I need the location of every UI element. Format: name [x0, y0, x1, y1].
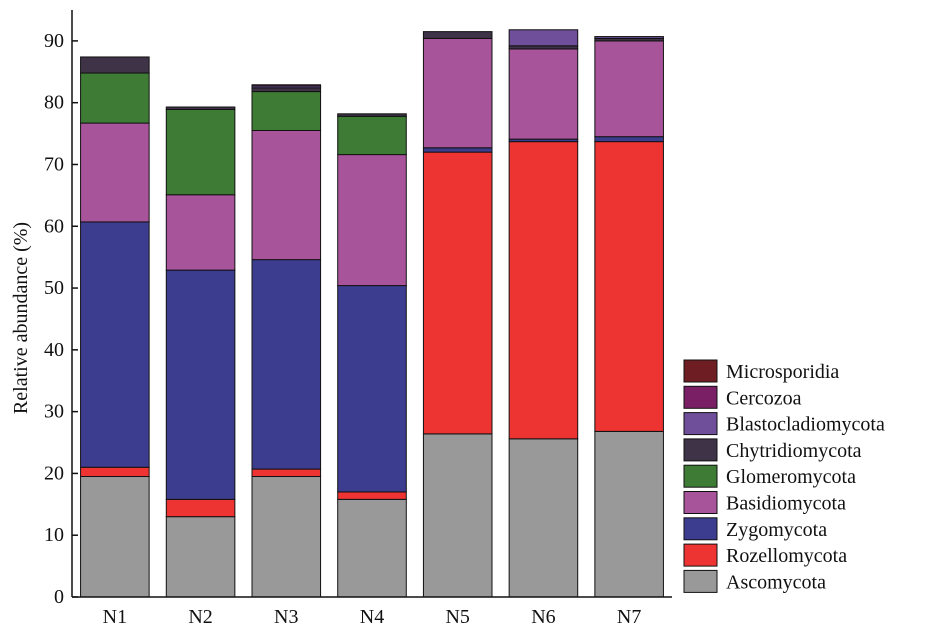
bar-segment-n2-glomeromycota: [165, 108, 236, 196]
bar-segment-n6-blastocladiomycota: [508, 29, 579, 47]
bar-segment-n2-rozellomycota: [165, 498, 236, 518]
y-tick-label: 50: [44, 277, 64, 299]
bar-segment-n3-rozellomycota: [251, 468, 322, 478]
bar-segment-n1-ascomycota: [80, 476, 150, 598]
bar-segment-n3-basidiomycota: [251, 129, 322, 261]
bar-segment-n3-chytridiomycota: [251, 87, 322, 93]
x-tick-label: N2: [188, 606, 212, 628]
legend-swatch-chytridiomycota: [683, 438, 718, 462]
y-tick-label: 80: [44, 92, 64, 114]
y-tick-label: 60: [44, 215, 64, 237]
bar-segment-n1-glomeromycota: [80, 72, 150, 124]
legend-label-cercozoa: Cercozoa: [726, 387, 802, 409]
bar-segment-n7-ascomycota: [594, 430, 664, 598]
bar-segment-n4-ascomycota: [337, 498, 407, 598]
bar-segment-n4-zygomycota: [337, 285, 407, 493]
y-tick-label: 10: [44, 524, 64, 546]
bar-segment-n6-rozellomycota: [508, 141, 579, 440]
y-tick-label: 30: [44, 401, 64, 423]
x-tick-label: N5: [445, 606, 469, 628]
bar-segment-n5-basidiomycota: [422, 37, 493, 149]
bar-segment-n4-chytridiomycota: [337, 113, 407, 117]
y-tick-label: 0: [54, 586, 64, 608]
y-axis: 0 10 20 30 40 50 60 70 80 90: [44, 10, 78, 608]
bar-segment-n2-basidiomycota: [165, 194, 236, 271]
bar-segment-n1-chytridiomycota: [80, 56, 150, 74]
bar-segment-n6-ascomycota: [508, 438, 579, 598]
y-tick-label: 70: [44, 153, 64, 175]
legend-label-zygomycota: Zygomycota: [726, 519, 827, 541]
legend-swatch-microsporidia: [683, 359, 718, 383]
bar-segment-n4-basidiomycota: [337, 154, 407, 287]
x-tick-label: N4: [360, 606, 384, 628]
bar-segment-n3-ascomycota: [251, 476, 322, 598]
x-axis: N1 N2 N3 N4 N5 N6 N7: [72, 596, 672, 628]
legend-swatch-cercozoa: [683, 385, 718, 409]
bar-segment-n5-rozellomycota: [422, 151, 493, 435]
y-tick-label: 90: [44, 30, 64, 52]
bar-segment-n7-rozellomycota: [594, 141, 664, 432]
legend: Microsporidia Cercozoa Blastocladiomycota C…: [683, 359, 885, 593]
bar-segment-n2-zygomycota: [165, 269, 236, 500]
legend-label-glomeromycota: Glomeromycota: [726, 466, 856, 488]
x-tick-label: N3: [274, 606, 298, 628]
bar-segment-n7-basidiomycota: [594, 40, 664, 138]
bar-segment-n1-rozellomycota: [80, 466, 150, 478]
legend-label-basidiomycota: Basidiomycota: [726, 493, 846, 515]
bar-segment-n5-chytridiomycota: [422, 31, 493, 39]
bar-segment-n3-cercozoa: [251, 84, 322, 87]
legend-label-rozellomycota: Rozellomycota: [726, 545, 847, 567]
bar-segment-n6-basidiomycota: [508, 48, 579, 140]
legend-label-chytridiomycota: Chytridiomycota: [726, 440, 862, 462]
x-tick-label: N7: [617, 606, 641, 628]
legend-label-microsporidia: Microsporidia: [726, 361, 839, 383]
bar-segment-n7-blastocladiomycota: [594, 36, 664, 39]
bars-group: [80, 29, 664, 598]
y-axis-label: Relative abundance (%): [10, 222, 32, 414]
legend-label-blastocladiomycota: Blastocladiomycota: [726, 414, 885, 436]
bar-segment-n2-chytridiomycota: [165, 106, 236, 110]
y-tick-label: 40: [44, 339, 64, 361]
x-tick-label: N6: [531, 606, 555, 628]
legend-label-ascomycota: Ascomycota: [726, 571, 826, 593]
bar-segment-n7-zygomycota: [594, 136, 664, 143]
legend-swatch-blastocladiomycota: [683, 412, 718, 436]
legend-swatch-zygomycota: [683, 517, 718, 541]
bar-segment-n3-glomeromycota: [251, 91, 322, 131]
bar-segment-n4-rozellomycota: [337, 491, 407, 500]
bar-segment-n5-ascomycota: [422, 433, 493, 598]
y-tick-label: 20: [44, 462, 64, 484]
legend-swatch-ascomycota: [683, 569, 718, 593]
bar-segment-n1-basidiomycota: [80, 122, 150, 223]
bar-segment-n2-ascomycota: [165, 516, 236, 598]
legend-swatch-basidiomycota: [683, 491, 718, 514]
bar-segment-n3-zygomycota: [251, 259, 322, 470]
x-tick-label: N1: [103, 606, 127, 628]
bar-segment-n4-glomeromycota: [337, 115, 407, 156]
legend-swatch-rozellomycota: [683, 543, 718, 567]
bar-segment-n5-zygomycota: [422, 147, 493, 153]
bar-segment-n1-zygomycota: [80, 221, 150, 468]
legend-swatch-glomeromycota: [683, 464, 718, 488]
